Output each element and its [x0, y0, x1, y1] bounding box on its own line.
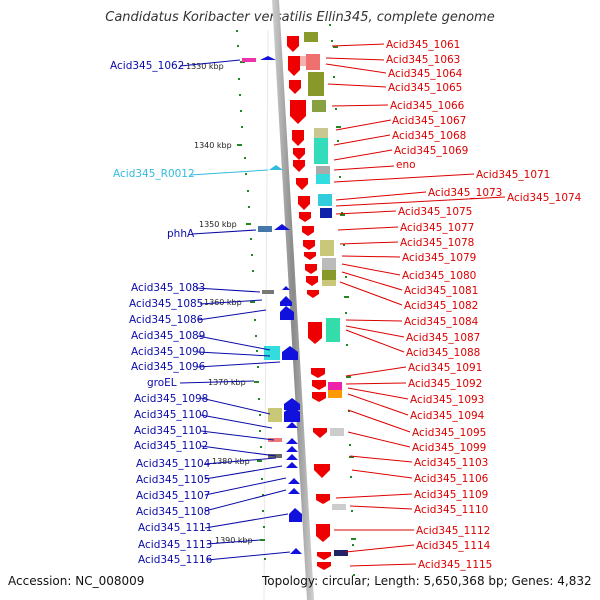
- gene-label: Acid345_1085: [129, 298, 203, 310]
- gene-label: Acid345_1079: [402, 252, 476, 264]
- gene-label: Acid345_1080: [402, 270, 476, 282]
- gene-label: Acid345_1078: [400, 237, 474, 249]
- scale-label: 1330 kbp: [186, 62, 224, 71]
- left-tick-ring: [236, 30, 266, 560]
- gene-label: Acid345_1114: [416, 540, 491, 552]
- gene-label: Acid345_1105: [136, 474, 210, 486]
- forward-genes[interactable]: [287, 36, 331, 570]
- accession-label: Accession: NC_008009: [8, 574, 145, 588]
- scale-label: 1390 kbp: [215, 536, 253, 545]
- gene-label: Acid345_1098: [134, 393, 208, 405]
- gene-label: Acid345_R0012: [113, 168, 195, 180]
- gene-label: Acid345_1102: [134, 440, 208, 452]
- gene-label: Acid345_1071: [476, 169, 550, 181]
- gene-label: eno: [396, 159, 416, 171]
- gene-label: Acid345_1077: [400, 222, 474, 234]
- gene-label: Acid345_1091: [408, 362, 482, 374]
- topology-label: Topology: circular; Length: 5,650,368 bp…: [262, 574, 592, 588]
- gene-label: Acid345_1099: [412, 442, 486, 454]
- cog-blocks: [242, 32, 348, 556]
- gene-label: Acid345_1075: [398, 206, 472, 218]
- gene-label: Acid345_1113: [138, 539, 212, 551]
- gene-label: Acid345_1064: [388, 68, 463, 80]
- reverse-genes[interactable]: [260, 56, 302, 554]
- gene-label: Acid345_1090: [131, 346, 205, 358]
- gene-label: Acid345_1088: [406, 347, 480, 359]
- gene-label: Acid345_1062: [110, 60, 184, 72]
- gene-label: Acid345_1104: [136, 458, 211, 470]
- gene-label: Acid345_1093: [410, 394, 484, 406]
- gene-label: Acid345_1107: [136, 490, 210, 502]
- gene-label: Acid345_1106: [414, 473, 489, 485]
- gene-label: Acid345_1061: [386, 39, 460, 51]
- gene-label: Acid345_1082: [404, 300, 478, 312]
- gene-label: phhA: [167, 228, 195, 240]
- gene-label: Acid345_1068: [392, 130, 466, 142]
- gene-label: Acid345_1116: [138, 554, 213, 566]
- rna-gene[interactable]: [269, 165, 283, 170]
- gene-label: Acid345_1063: [386, 54, 460, 66]
- scale-ticks: [237, 46, 356, 541]
- right-connectors: [325, 43, 506, 567]
- genome-backbone: [272, 0, 314, 600]
- gene-label: Acid345_1066: [390, 100, 465, 112]
- gene-label: Acid345_1101: [134, 425, 208, 437]
- gene-label: Acid345_1096: [131, 361, 206, 373]
- gene-label: Acid345_1065: [388, 82, 462, 94]
- right-tick-ring: [329, 24, 355, 576]
- gene-label: Acid345_1111: [138, 522, 212, 534]
- right-gene-labels[interactable]: Acid345_1061 Acid345_1063 Acid345_1064 A…: [386, 39, 582, 571]
- gene-label: Acid345_1083: [131, 282, 205, 294]
- gene-label: Acid345_1110: [414, 504, 488, 516]
- gene-label: Acid345_1081: [404, 285, 478, 297]
- left-connectors: [179, 59, 291, 561]
- left-gene-labels[interactable]: Acid345_1062 Acid345_R0012 phhA Acid345_…: [110, 60, 213, 566]
- gene-label: Acid345_1089: [131, 330, 205, 342]
- gene-label: Acid345_1108: [136, 506, 210, 518]
- gene-label: Acid345_1095: [412, 427, 486, 439]
- gene-label: Acid345_1087: [406, 332, 480, 344]
- scale-label: 1370 kbp: [208, 378, 246, 387]
- genome-title: Candidatus Koribacter versatilis Ellin34…: [105, 10, 495, 25]
- gene-label: Acid345_1115: [418, 559, 492, 571]
- gene-label: Acid345_1067: [392, 115, 466, 127]
- gene-label: Acid345_1100: [134, 409, 208, 421]
- gene-label: groEL: [147, 377, 177, 389]
- gene-label: Acid345_1069: [394, 145, 468, 157]
- scale-label: 1350 kbp: [199, 220, 237, 229]
- gene-label: Acid345_1074: [507, 192, 582, 204]
- gene-label: Acid345_1086: [129, 314, 204, 326]
- inner-track-line: [263, 29, 269, 600]
- rna-connector: [189, 169, 269, 176]
- gene-label: Acid345_1103: [414, 457, 488, 469]
- gene-label: Acid345_1094: [410, 410, 485, 422]
- gene-label: Acid345_1092: [408, 378, 482, 390]
- scale-label: 1340 kbp: [194, 141, 232, 150]
- gene-label: Acid345_1109: [414, 489, 488, 501]
- gene-label: Acid345_1084: [404, 316, 479, 328]
- gene-label: Acid345_1112: [416, 525, 490, 537]
- gene-label: Acid345_1073: [428, 187, 502, 199]
